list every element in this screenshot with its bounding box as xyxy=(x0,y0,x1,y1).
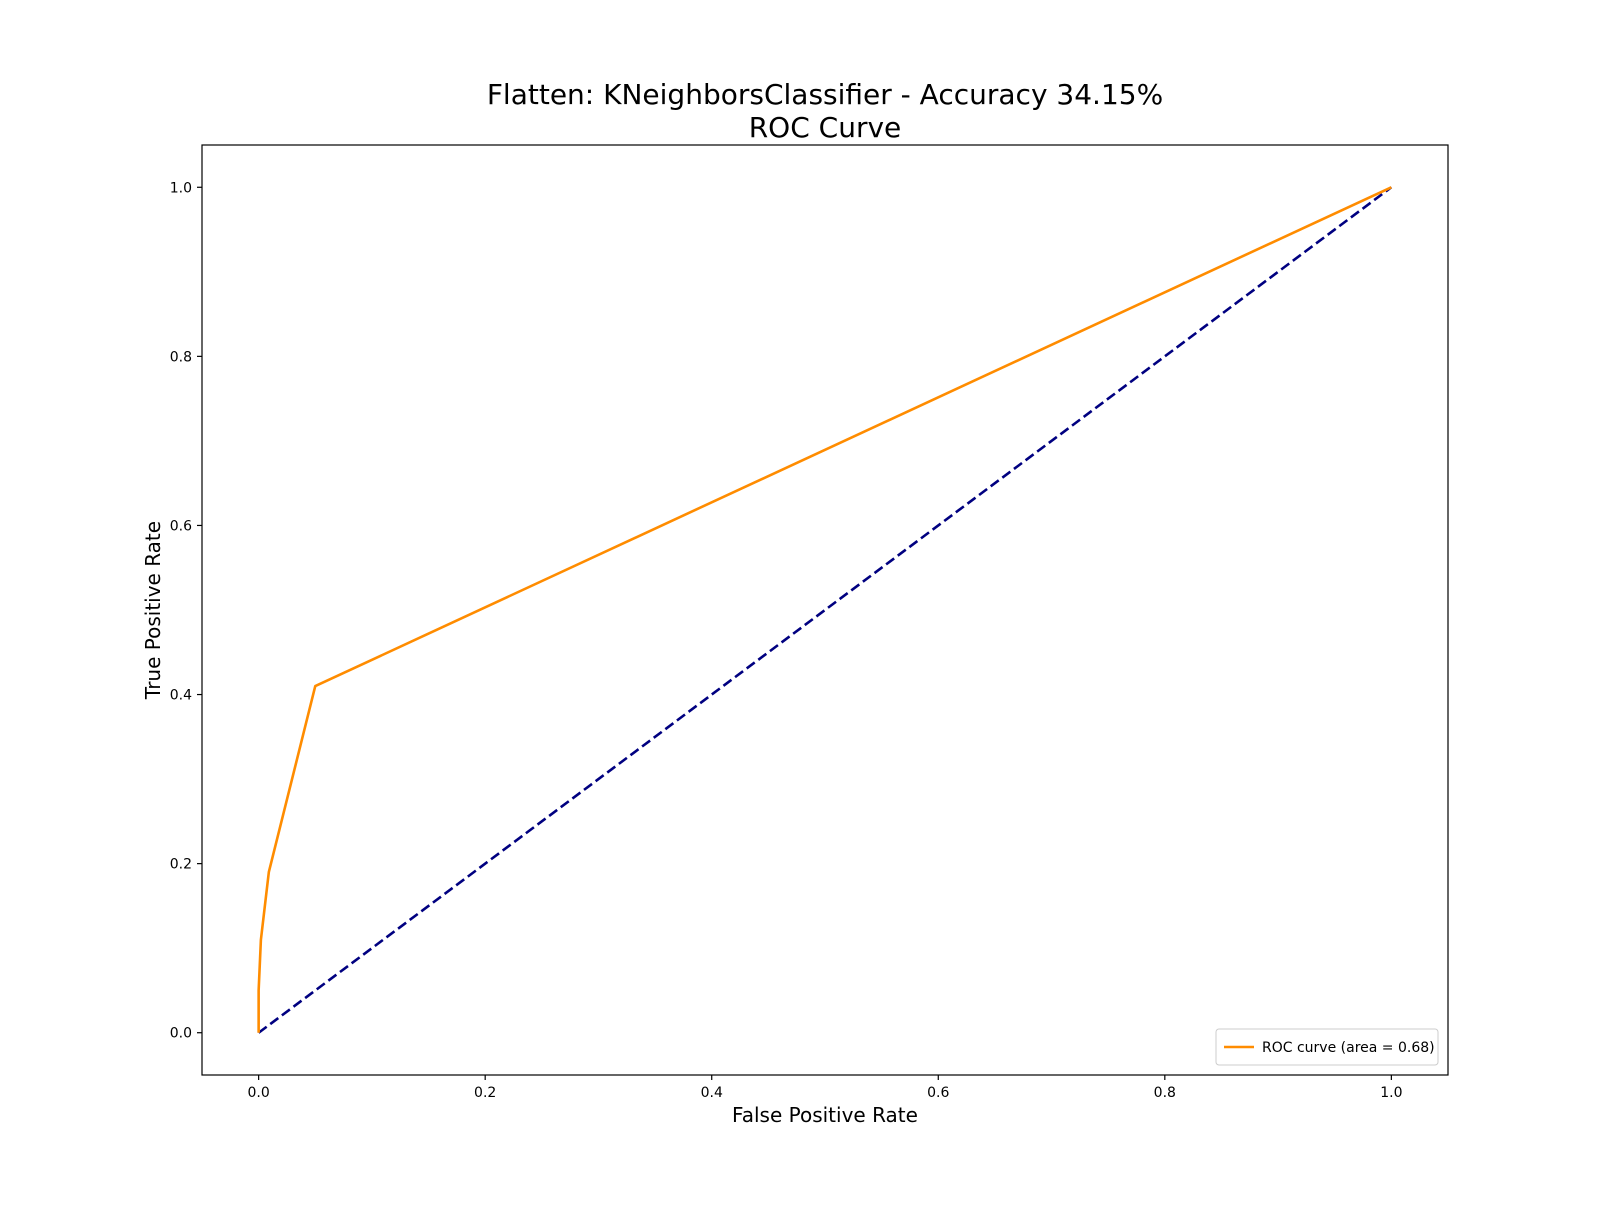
x-tick-label: 0.8 xyxy=(1154,1085,1176,1101)
x-tick-label: 0.6 xyxy=(927,1085,949,1101)
x-axis-label: False Positive Rate xyxy=(732,1103,918,1127)
legend-label: ROC curve (area = 0.68) xyxy=(1262,1040,1435,1056)
chart-title-line: ROC Curve xyxy=(749,111,902,144)
plot-area-frame xyxy=(201,144,1449,1076)
y-tick-label: 0.6 xyxy=(170,518,192,534)
y-tick-label: 0.8 xyxy=(170,349,192,365)
y-tick-label: 0.0 xyxy=(170,1026,192,1042)
legend-box xyxy=(1215,1028,1439,1066)
chart-title: Flatten: KNeighborsClassifier - Accuracy… xyxy=(487,78,1163,144)
x-tick-label: 1.0 xyxy=(1380,1085,1402,1101)
x-tick-label: 0.0 xyxy=(248,1085,270,1101)
legend: ROC curve (area = 0.68) xyxy=(1215,1028,1439,1066)
roc-curve-line xyxy=(257,186,1392,1033)
series-lines xyxy=(257,186,1393,1034)
y-tick-label: 0.4 xyxy=(170,688,192,704)
x-tick-label: 0.4 xyxy=(701,1085,723,1101)
y-axis-label: True Positive Rate xyxy=(141,521,165,700)
x-axis-ticks: 0.0 0.2 0.4 0.6 0.8 1.0 xyxy=(248,1075,1402,1101)
y-axis-ticks: 0.0 0.2 0.4 0.6 0.8 1.0 xyxy=(170,180,202,1042)
chart-title-line: Flatten: KNeighborsClassifier - Accuracy… xyxy=(487,78,1163,111)
chance-diagonal-line xyxy=(257,186,1393,1034)
x-tick-label: 0.2 xyxy=(474,1085,496,1101)
y-tick-label: 0.2 xyxy=(170,857,192,873)
y-tick-label: 1.0 xyxy=(170,180,192,196)
